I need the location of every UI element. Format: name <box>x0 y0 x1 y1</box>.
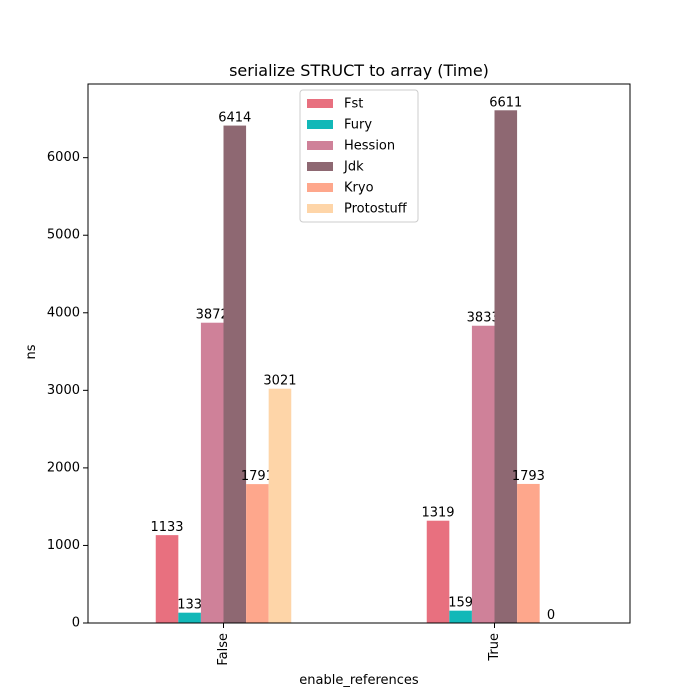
y-axis-label: ns <box>24 344 39 359</box>
bar-fury-false <box>178 612 201 623</box>
x-tick-label: False <box>216 633 231 666</box>
legend-swatch-fst <box>307 99 333 108</box>
legend-label: Jdk <box>343 160 364 175</box>
bar-fst-false <box>155 535 179 623</box>
y-tick-label: 0 <box>72 616 80 631</box>
data-label: 133 <box>177 598 202 613</box>
data-label: 0 <box>547 608 555 623</box>
bar-kryo-true <box>517 483 540 623</box>
y-tick-label: 3000 <box>47 383 80 398</box>
legend-swatch-jdk <box>307 162 333 171</box>
y-tick-label: 4000 <box>47 305 80 320</box>
legend: Fst Fury Hession Jdk Kryo Protostuff <box>299 89 419 223</box>
data-label: 3872 <box>196 308 229 323</box>
bar-protostuff-false <box>268 388 292 623</box>
data-label: 3021 <box>263 374 296 389</box>
bar-fst-true <box>426 520 450 623</box>
bar-hession-false <box>200 322 224 623</box>
y-tick-label: 5000 <box>47 228 80 243</box>
plot-area: 1133 133 3872 6414 1791 3021 False 1319 159 3833 6… <box>47 83 631 666</box>
y-tick-label: 1000 <box>47 538 80 553</box>
data-label: 1793 <box>512 469 545 484</box>
y-tick-label: 2000 <box>47 460 80 475</box>
legend-swatch-protostuff <box>307 204 333 213</box>
bar-hession-true <box>471 325 495 623</box>
x-tick-label: True <box>487 633 502 662</box>
data-label: 1791 <box>241 469 274 484</box>
legend-label: Fst <box>344 97 363 112</box>
legend-label: Fury <box>344 118 372 133</box>
x-axis-label: enable_references <box>299 673 419 688</box>
legend-label: Protostuff <box>344 202 408 217</box>
data-label: 6611 <box>489 95 522 110</box>
legend-swatch-fury <box>307 120 333 129</box>
y-tick-label: 6000 <box>47 150 80 165</box>
plot-frame <box>87 83 631 624</box>
legend-swatch-kryo <box>307 183 333 192</box>
bar-jdk-false <box>223 125 247 624</box>
legend-swatch-hession <box>307 141 333 150</box>
data-label: 1319 <box>421 506 454 521</box>
data-label: 6414 <box>218 111 251 126</box>
legend-label: Hession <box>344 139 395 154</box>
chart-title: serialize STRUCT to array (Time) <box>229 61 489 80</box>
bar-kryo-false <box>246 484 269 623</box>
bar-fury-true <box>449 610 472 623</box>
legend-label: Kryo <box>344 181 374 196</box>
bar-jdk-true <box>494 110 518 624</box>
data-label: 3833 <box>467 311 500 326</box>
data-label: 1133 <box>150 520 183 535</box>
data-label: 159 <box>448 596 473 611</box>
